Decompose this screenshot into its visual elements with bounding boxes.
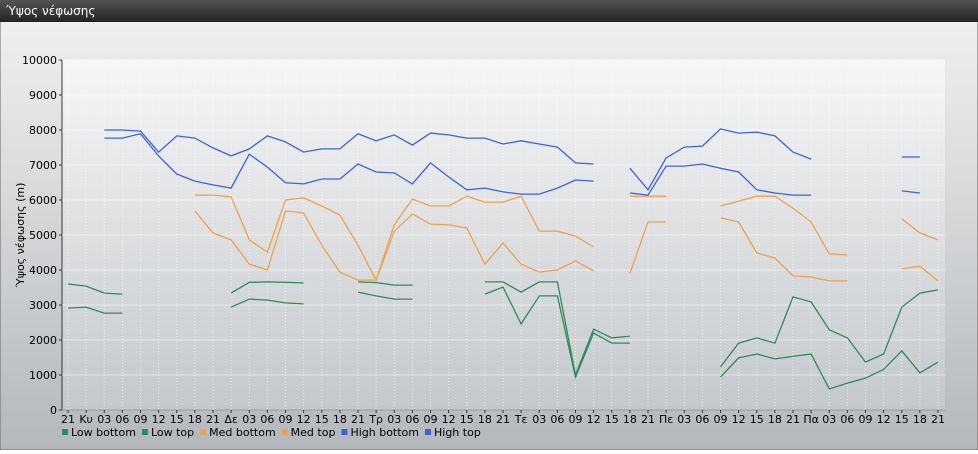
x-tick-label: 12: [152, 413, 166, 426]
y-tick-label: 7000: [29, 159, 57, 172]
x-tick-label: 12: [732, 413, 746, 426]
y-tick-label: 8000: [29, 124, 57, 137]
legend-swatch: [341, 429, 348, 435]
x-tick-label: 03: [677, 413, 691, 426]
x-tick-label: Τε: [514, 413, 528, 426]
y-tick-label: 9000: [29, 89, 57, 102]
x-tick-label: 18: [623, 413, 637, 426]
x-tick-label: 12: [442, 413, 456, 426]
y-tick-label: 4000: [29, 264, 57, 277]
x-tick-label: 18: [188, 413, 202, 426]
series-line: [67, 286, 939, 390]
x-tick-label: Κυ: [79, 413, 93, 426]
y-tick-label: 2000: [29, 334, 57, 347]
x-tick-label: 12: [877, 413, 891, 426]
x-tick-label: 09: [279, 413, 293, 426]
x-tick-label: 15: [605, 413, 619, 426]
x-tick-label: 18: [768, 413, 782, 426]
legend-label: Med bottom: [209, 426, 276, 439]
x-tick-label: 15: [750, 413, 764, 426]
series-line: [104, 133, 920, 196]
y-axis-label: Ύψος νέφωσης (m): [14, 183, 27, 289]
x-tick-label: 06: [405, 413, 419, 426]
legend-label: Med top: [291, 426, 336, 439]
x-tick-label: 03: [822, 413, 836, 426]
x-tick-label: Πα: [803, 413, 819, 426]
y-tick-label: 1000: [29, 369, 57, 382]
x-tick-label: 09: [859, 413, 873, 426]
y-tick-label: 0: [50, 404, 57, 417]
x-tick-label: 06: [840, 413, 854, 426]
x-tick-label: 12: [297, 413, 311, 426]
y-tick-label: 3000: [29, 299, 57, 312]
x-tick-label: 03: [242, 413, 256, 426]
x-tick-label: 06: [695, 413, 709, 426]
x-tick-label: 21: [931, 413, 945, 426]
x-tick-label: 15: [895, 413, 909, 426]
x-tick-label: 09: [424, 413, 438, 426]
x-tick-label: 06: [550, 413, 564, 426]
y-tick-label: 10000: [22, 54, 57, 67]
legend-swatch: [62, 429, 68, 435]
series-line: [104, 128, 920, 191]
legend-label: High top: [434, 426, 481, 439]
legend-swatch: [281, 429, 288, 435]
x-tick-label: 15: [315, 413, 329, 426]
legend-label: Low bottom: [71, 426, 136, 439]
window-title: Ύψος νέφωσης: [5, 4, 95, 18]
x-tick-label: 06: [115, 413, 129, 426]
series-line: [194, 210, 939, 282]
legend-swatch: [141, 429, 148, 435]
x-tick-label: 21: [496, 413, 510, 426]
x-tick-label: 21: [206, 413, 220, 426]
x-tick-label: 15: [460, 413, 474, 426]
x-tick-label: 21: [61, 413, 75, 426]
x-tick-label: 09: [714, 413, 728, 426]
x-tick-label: Τρ: [368, 413, 383, 426]
x-tick-label: 18: [333, 413, 347, 426]
legend-swatch: [200, 429, 207, 435]
legend-label: Low top: [151, 426, 194, 439]
x-tick-label: 09: [569, 413, 583, 426]
x-tick-label: 18: [913, 413, 927, 426]
series-line: [67, 281, 939, 378]
x-tick-label: 06: [260, 413, 274, 426]
legend-label: High bottom: [350, 426, 419, 439]
series-line: [194, 194, 939, 282]
y-tick-label: 5000: [29, 229, 57, 242]
x-tick-label: 03: [532, 413, 546, 426]
x-tick-label: 03: [97, 413, 111, 426]
x-tick-label: 09: [134, 413, 148, 426]
legend-swatch: [425, 429, 431, 435]
y-tick-label: 6000: [29, 194, 57, 207]
title-bar: [0, 0, 978, 22]
x-tick-label: 12: [587, 413, 601, 426]
x-tick-label: Πε: [659, 413, 673, 426]
x-tick-label: 21: [351, 413, 365, 426]
x-tick-label: 18: [478, 413, 492, 426]
x-tick-label: 03: [387, 413, 401, 426]
x-tick-label: 21: [641, 413, 655, 426]
x-tick-label: Δε: [224, 413, 238, 426]
x-tick-label: 15: [170, 413, 184, 426]
x-tick-label: 21: [786, 413, 800, 426]
